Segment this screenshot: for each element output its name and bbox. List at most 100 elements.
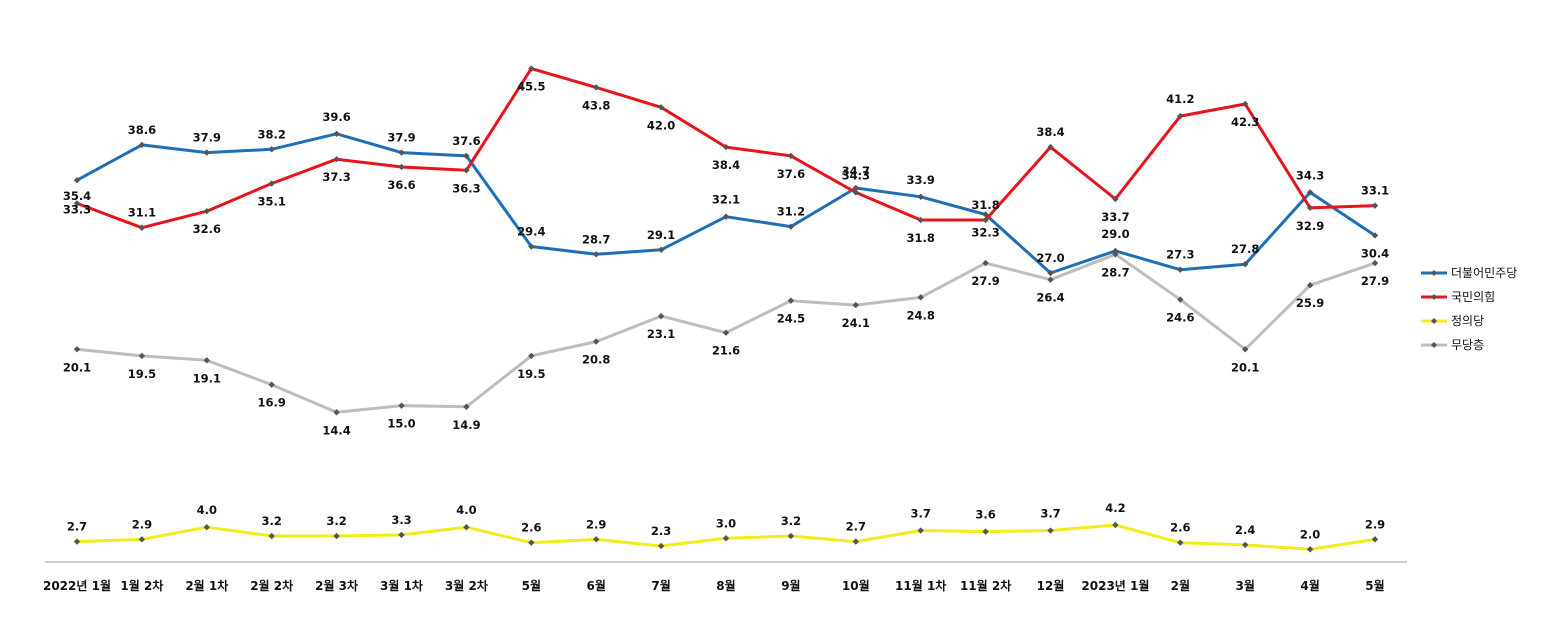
- data-label: 14.4: [322, 423, 350, 437]
- x-tick-label: 5월: [1365, 578, 1384, 593]
- data-point: [787, 223, 795, 230]
- data-label: 27.8: [1231, 242, 1259, 256]
- x-tick-label: 11월 1차: [895, 578, 946, 593]
- data-point: [852, 538, 859, 545]
- x-tick-label: 8월: [716, 578, 735, 593]
- data-label: 29.0: [1101, 227, 1129, 241]
- data-label: 38.2: [258, 127, 286, 141]
- data-point: [1306, 282, 1314, 289]
- data-point: [1371, 232, 1379, 239]
- data-point: [722, 535, 730, 542]
- data-label: 42.0: [647, 118, 675, 132]
- x-tick-label: 2022년 1월: [43, 578, 111, 593]
- data-point: [268, 532, 275, 540]
- data-label: 27.0: [1036, 251, 1064, 265]
- data-point: [593, 251, 600, 258]
- data-label: 20.1: [1231, 360, 1259, 374]
- data-point: [852, 189, 859, 196]
- data-label: 34.3: [842, 168, 870, 182]
- data-point: [1112, 247, 1119, 255]
- x-tick-label: 3월 2차: [445, 578, 488, 593]
- data-label: 3.3: [391, 513, 411, 527]
- data-label: 19.1: [193, 371, 221, 385]
- data-point: [73, 346, 81, 353]
- data-point: [593, 338, 600, 345]
- data-label: 30.4: [1361, 246, 1389, 260]
- data-point: [917, 294, 924, 301]
- data-point: [398, 402, 405, 409]
- data-point: [1047, 269, 1054, 277]
- data-label: 39.6: [322, 110, 350, 124]
- data-label: 27.9: [1361, 274, 1389, 288]
- data-label: 29.1: [647, 228, 675, 242]
- data-label: 27.9: [971, 274, 999, 288]
- data-point: [268, 180, 275, 187]
- data-point: [73, 200, 81, 207]
- data-point: [333, 409, 340, 416]
- data-label: 38.4: [1036, 125, 1064, 139]
- legend-marker: [1431, 342, 1437, 348]
- data-labels: 35.4 38.6 37.9 38.2 39.6 37.9 37.6 29.4 28.7 29.1…: [63, 80, 1389, 542]
- data-point: [268, 146, 275, 153]
- data-point: [787, 152, 795, 160]
- data-point: [73, 538, 81, 545]
- data-point: [982, 216, 989, 224]
- data-label: 24.1: [842, 316, 870, 330]
- data-label: 2.7: [846, 520, 866, 534]
- data-point: [1242, 100, 1249, 108]
- data-label: 37.6: [777, 167, 805, 181]
- data-label: 2.3: [651, 524, 671, 538]
- data-point: [138, 141, 146, 149]
- data-point: [203, 357, 210, 364]
- x-axis: 2022년 1월 1월 2차 2월 1차 2월 2차 2월 3차 3월 1차 3월 2차 5월…: [43, 561, 1407, 593]
- data-point: [1112, 195, 1119, 203]
- data-label: 31.1: [128, 206, 156, 220]
- data-label: 38.6: [128, 123, 156, 137]
- data-point: [1177, 296, 1184, 303]
- data-point: [138, 224, 146, 231]
- data-label: 15.0: [387, 417, 415, 431]
- data-label: 3.2: [326, 514, 346, 528]
- series-lines: [73, 65, 1379, 553]
- data-point: [657, 104, 665, 111]
- data-label: 33.3: [63, 202, 91, 216]
- data-point: [593, 536, 600, 543]
- x-tick-label: 1월 2차: [120, 578, 163, 593]
- x-tick-label: 3월 1차: [380, 578, 423, 593]
- data-label: 4.0: [197, 503, 217, 517]
- data-label: 2.6: [1170, 521, 1190, 535]
- data-label: 2.7: [67, 520, 87, 534]
- data-point: [1242, 541, 1249, 549]
- data-label: 24.6: [1166, 311, 1194, 325]
- data-label: 37.3: [322, 170, 350, 184]
- data-label: 31.8: [971, 198, 999, 212]
- data-point: [1177, 266, 1184, 273]
- x-tick-label: 2월 1차: [185, 578, 228, 593]
- data-label: 3.2: [781, 514, 801, 528]
- data-label: 31.8: [907, 231, 935, 245]
- data-point: [852, 184, 859, 192]
- data-label: 2.9: [1365, 517, 1385, 531]
- data-label: 35.4: [63, 189, 91, 203]
- data-point: [722, 213, 730, 220]
- data-point: [528, 539, 535, 546]
- data-label: 2.0: [1300, 527, 1320, 541]
- data-point: [1371, 259, 1379, 267]
- x-tick-label: 7월: [651, 578, 670, 593]
- data-label: 33.1: [1361, 184, 1389, 198]
- data-label: 2.9: [132, 517, 152, 531]
- data-label: 14.9: [452, 418, 480, 432]
- data-label: 34.7: [842, 164, 870, 178]
- data-label: 23.1: [647, 327, 675, 341]
- data-label: 4.2: [1105, 501, 1125, 515]
- x-tick-label: 6월: [587, 578, 606, 593]
- data-point: [333, 130, 340, 138]
- data-label: 43.8: [582, 98, 610, 112]
- data-point: [528, 352, 535, 360]
- data-point: [1306, 204, 1314, 212]
- data-point: [463, 152, 470, 160]
- data-label: 24.5: [777, 312, 805, 326]
- data-point: [203, 524, 210, 531]
